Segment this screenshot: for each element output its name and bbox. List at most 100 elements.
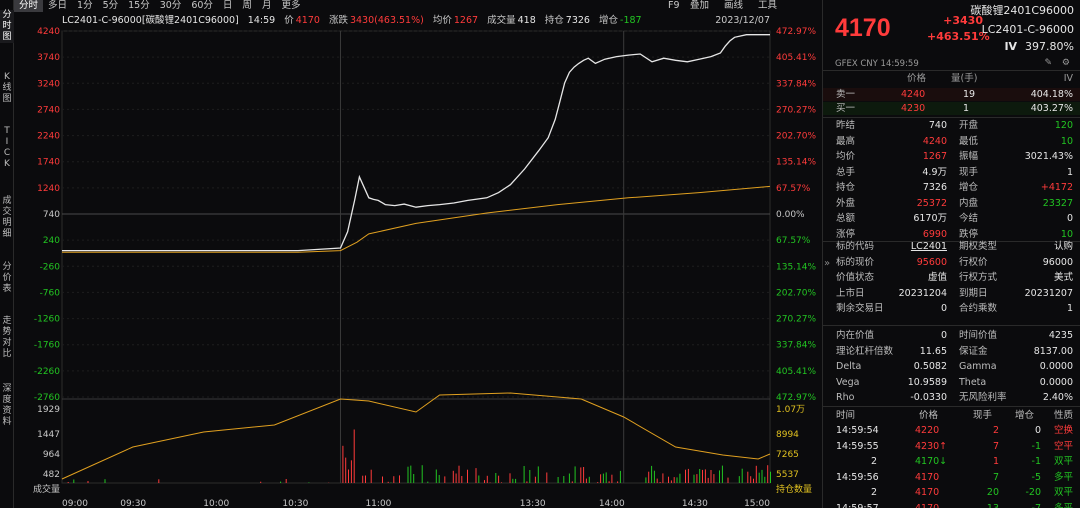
greek-label: 理论杠杆倍数 xyxy=(836,345,894,357)
chart-date: 2023/12/07 xyxy=(715,15,770,26)
underlying-row: 标的代码 LC2401 期权类型 认购 xyxy=(823,240,1080,253)
tick-oi-change: 0 xyxy=(1034,425,1041,436)
stat-value: 1 xyxy=(1066,166,1073,178)
stat-value: +4172 xyxy=(1040,182,1073,193)
volume-bar xyxy=(693,474,695,483)
period-5min[interactable]: 5分 xyxy=(102,0,119,11)
price-tick-label: 2740 xyxy=(37,105,60,115)
volume-bar xyxy=(710,470,712,483)
period-month[interactable]: 月 xyxy=(261,0,272,11)
tools-button[interactable]: 工具 xyxy=(758,0,778,11)
volume-bar xyxy=(478,475,480,483)
divider xyxy=(823,70,1080,71)
stat-label: 最低 xyxy=(959,135,979,147)
volume-bar xyxy=(653,470,655,483)
tab-depth-info[interactable]: 深 度 资 料 xyxy=(2,384,12,427)
volume-bar xyxy=(741,468,743,483)
tab-trend-compare[interactable]: 走 势 对 比 xyxy=(2,316,12,359)
volume-bar xyxy=(608,481,610,483)
price-tick-label: -760 xyxy=(40,288,61,298)
stat-value: 23327 xyxy=(1042,197,1073,209)
tick-row: 2 4170 20 -20 双平 xyxy=(823,486,1080,499)
period-multiday[interactable]: 多日 xyxy=(48,0,68,11)
volume-bar xyxy=(455,473,457,483)
f9-button[interactable]: F9 xyxy=(668,0,680,11)
period-intraday[interactable]: 分时 xyxy=(14,0,44,12)
panel-last-price: 4170 xyxy=(835,14,891,42)
ticks-header: 时间 价格 现手 增仓 性质 xyxy=(823,409,1080,422)
avg-price-line xyxy=(62,185,771,253)
price-tick-label: 3740 xyxy=(37,53,60,63)
oi-tick-label: 7265 xyxy=(776,450,799,460)
tick-row: 14:59:57 4170 13 -7 多平 xyxy=(823,502,1080,508)
volume-bar xyxy=(571,481,573,483)
oi-label: 持仓 xyxy=(544,15,564,26)
ticks-header-time: 时间 xyxy=(836,410,856,421)
volume-bar xyxy=(452,470,454,483)
greek-label: Delta xyxy=(836,361,862,372)
header-iv: IV xyxy=(1063,73,1073,84)
time-tick-label: 09:30 xyxy=(120,499,146,508)
time-tick-label: 15:00 xyxy=(744,499,770,508)
underlying-value: 1 xyxy=(1066,303,1073,314)
volume-bar xyxy=(515,478,517,483)
volume-bar xyxy=(687,468,689,483)
stat-row: 总额 6170万 今结 0 xyxy=(823,212,1080,225)
ticks-header-type: 性质 xyxy=(1053,410,1073,421)
tab-tick[interactable]: T I C K xyxy=(3,126,11,169)
stat-label: 跌停 xyxy=(959,228,979,240)
volume-bar xyxy=(484,480,485,483)
volume-bar xyxy=(679,473,681,483)
draw-line-button[interactable]: 画线 xyxy=(724,0,744,11)
period-1min[interactable]: 1分 xyxy=(77,0,93,11)
tab-kline[interactable]: K 线 图 xyxy=(2,72,12,104)
tick-price: 4170 xyxy=(915,487,940,498)
tick-row: 14:59:56 4170 7 -5 多平 xyxy=(823,471,1080,484)
tick-oi-change: -7 xyxy=(1031,502,1041,508)
overlay-button[interactable]: 叠加 xyxy=(690,0,710,11)
tab-intraday[interactable]: 分 时 图 xyxy=(0,10,14,43)
gear-icon[interactable]: ⚙ xyxy=(1061,58,1070,68)
volume-bar xyxy=(605,472,607,483)
period-60min[interactable]: 60分 xyxy=(191,0,213,11)
period-more[interactable]: 更多 xyxy=(281,0,301,11)
tick-oi-change: -20 xyxy=(1025,487,1041,498)
orderbook-iv: 404.18% xyxy=(1030,89,1073,100)
volume-bar xyxy=(362,475,364,483)
underlying-label: 上市日 xyxy=(836,287,865,299)
stat-label: 开盘 xyxy=(959,120,979,131)
volume-bar xyxy=(444,476,446,483)
volume-bar xyxy=(308,482,310,483)
tab-trade-detail[interactable]: 成 交 明 细 xyxy=(2,196,12,239)
greeks-row: 理论杠杆倍数 11.65 保证金 8137.00 xyxy=(823,345,1080,358)
period-15min[interactable]: 15分 xyxy=(128,0,150,11)
intraday-chart[interactable]: 4240 472.97% 3740 405.41% 3240 337.84% 2740 270… xyxy=(14,27,820,508)
volume-bar xyxy=(764,476,766,483)
volume-bar xyxy=(537,466,539,483)
collapse-panel-icon[interactable]: » xyxy=(824,258,831,269)
stat-row: 均价 1267 振幅 3021.43% xyxy=(823,150,1080,163)
oi-change-label: 增仓 xyxy=(599,15,619,26)
greek-value: 0.0000 xyxy=(1039,361,1073,372)
stat-label: 今结 xyxy=(959,213,979,224)
volume-bar xyxy=(651,465,653,483)
greeks-row: 内在价值 0 时间价值 4235 xyxy=(823,329,1080,342)
period-day[interactable]: 日 xyxy=(222,0,233,11)
edit-icon[interactable]: ✎ xyxy=(1044,58,1052,68)
change-value: 3430(463.51%) xyxy=(349,15,424,26)
ticks-header-price: 价格 xyxy=(919,410,939,421)
stat-value: 3021.43% xyxy=(1024,151,1073,162)
stat-label: 昨结 xyxy=(836,120,856,131)
volume-bar xyxy=(600,474,602,483)
tab-price-table[interactable]: 分 价 表 xyxy=(2,262,12,294)
price-tick-label: 3240 xyxy=(37,79,60,89)
underlying-code-link[interactable]: LC2401 xyxy=(910,241,947,252)
greek-value: 11.65 xyxy=(919,345,947,357)
period-week[interactable]: 周 xyxy=(242,0,252,11)
stat-label: 持仓 xyxy=(836,182,856,193)
period-30min[interactable]: 30分 xyxy=(159,0,182,11)
volume-bar xyxy=(67,482,69,483)
greek-value: 0 xyxy=(940,330,947,341)
underlying-label: 合约乘数 xyxy=(959,303,998,314)
stat-value: 6170万 xyxy=(913,213,947,224)
